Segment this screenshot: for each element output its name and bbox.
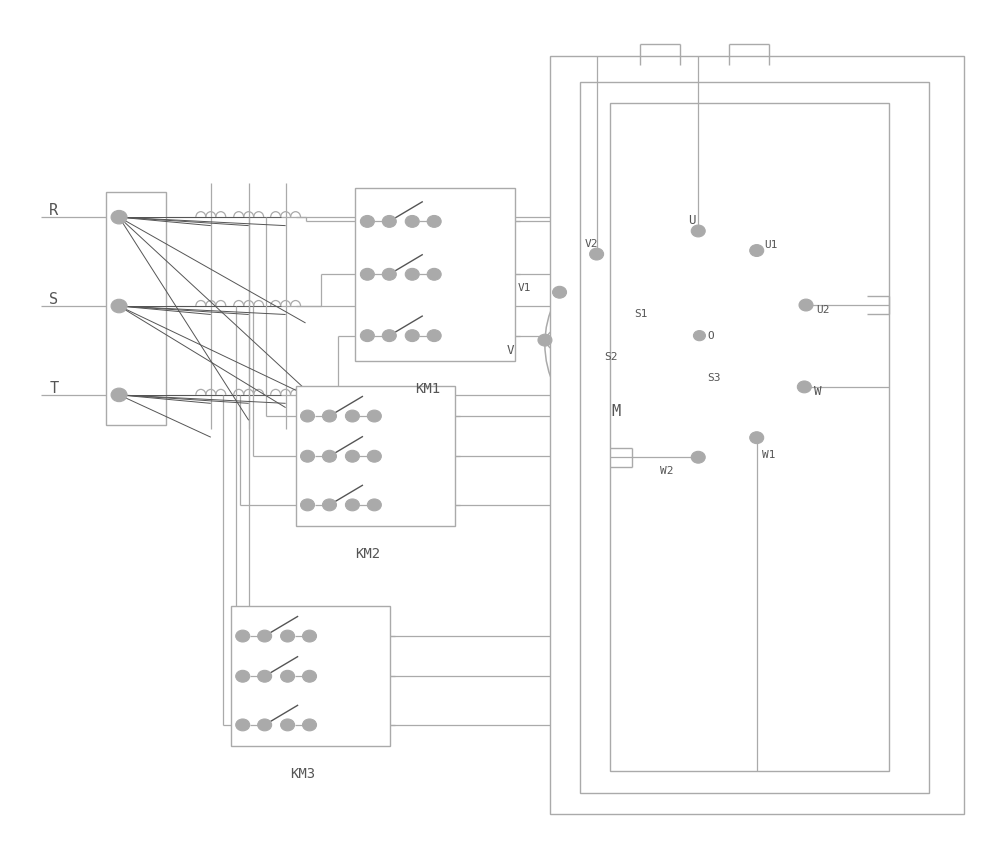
Circle shape — [799, 299, 813, 311]
Text: W2: W2 — [660, 466, 674, 475]
Text: KM2: KM2 — [355, 547, 381, 561]
Circle shape — [367, 450, 381, 462]
Text: T: T — [49, 380, 58, 396]
Text: V2: V2 — [585, 239, 598, 249]
Circle shape — [322, 499, 336, 511]
Text: U2: U2 — [816, 305, 829, 315]
Text: S: S — [49, 292, 58, 306]
Circle shape — [281, 719, 295, 731]
Circle shape — [301, 410, 315, 422]
Circle shape — [111, 211, 127, 224]
Circle shape — [750, 432, 764, 444]
Bar — [610, 103, 889, 772]
Circle shape — [405, 216, 419, 228]
Circle shape — [538, 335, 552, 346]
Circle shape — [322, 450, 336, 462]
Circle shape — [281, 671, 295, 683]
Circle shape — [345, 499, 359, 511]
Circle shape — [258, 719, 272, 731]
Circle shape — [258, 630, 272, 642]
Circle shape — [797, 381, 811, 393]
Circle shape — [427, 216, 441, 228]
Text: W1: W1 — [762, 450, 775, 459]
Text: V: V — [507, 344, 515, 357]
Text: U1: U1 — [765, 240, 778, 250]
Circle shape — [360, 216, 374, 228]
Circle shape — [111, 388, 127, 402]
Circle shape — [303, 630, 317, 642]
Circle shape — [360, 329, 374, 341]
Circle shape — [367, 499, 381, 511]
Circle shape — [345, 450, 359, 462]
Text: S1: S1 — [635, 310, 648, 319]
Circle shape — [236, 719, 250, 731]
Circle shape — [236, 630, 250, 642]
Bar — [296, 386, 455, 526]
Text: U: U — [688, 214, 696, 228]
Text: O: O — [707, 330, 714, 340]
Bar — [231, 606, 390, 746]
Circle shape — [303, 719, 317, 731]
Text: W: W — [814, 385, 822, 397]
Circle shape — [345, 410, 359, 422]
Circle shape — [382, 216, 396, 228]
Bar — [355, 188, 515, 361]
Circle shape — [405, 329, 419, 341]
Text: V1: V1 — [518, 283, 531, 293]
Circle shape — [405, 268, 419, 280]
Text: M: M — [612, 404, 621, 419]
Text: KM3: KM3 — [291, 767, 316, 781]
Bar — [106, 192, 166, 424]
Circle shape — [367, 410, 381, 422]
Circle shape — [693, 330, 705, 340]
Text: S3: S3 — [707, 373, 721, 383]
Circle shape — [111, 299, 127, 312]
Circle shape — [301, 499, 315, 511]
Circle shape — [258, 671, 272, 683]
Circle shape — [691, 452, 705, 464]
Circle shape — [427, 329, 441, 341]
Circle shape — [236, 671, 250, 683]
Circle shape — [281, 630, 295, 642]
Circle shape — [303, 671, 317, 683]
Text: KM1: KM1 — [415, 382, 440, 396]
Bar — [580, 82, 929, 793]
Text: R: R — [49, 203, 58, 218]
Text: S2: S2 — [605, 351, 618, 362]
Circle shape — [322, 410, 336, 422]
Circle shape — [360, 268, 374, 280]
Circle shape — [301, 450, 315, 462]
Circle shape — [382, 329, 396, 341]
Circle shape — [427, 268, 441, 280]
Circle shape — [382, 268, 396, 280]
Bar — [550, 56, 964, 813]
Circle shape — [590, 248, 604, 260]
Circle shape — [750, 245, 764, 256]
Circle shape — [691, 225, 705, 237]
Circle shape — [553, 286, 567, 298]
